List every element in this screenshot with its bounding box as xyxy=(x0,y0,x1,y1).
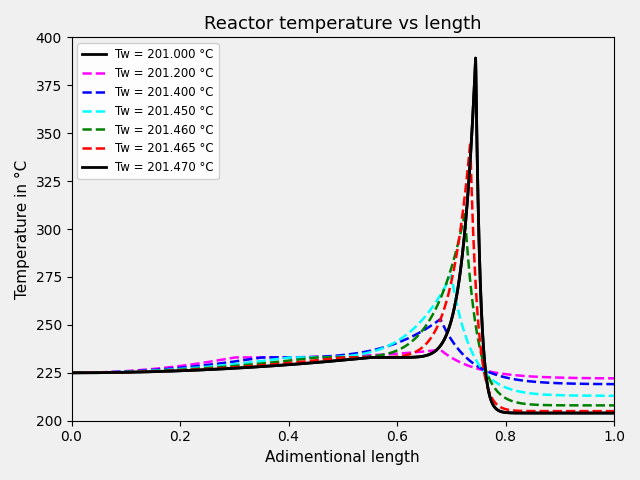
Tw = 201.470 °C xyxy=(610,410,618,416)
Tw = 201.400 °C xyxy=(95,370,103,375)
Line: Tw = 201.460 °C: Tw = 201.460 °C xyxy=(72,214,614,406)
Tw = 201.460 °C xyxy=(610,403,618,408)
Tw = 201.200 °C xyxy=(610,375,618,381)
Tw = 201.000 °C xyxy=(495,408,503,414)
Tw = 201.000 °C xyxy=(472,55,479,61)
Tw = 201.450 °C xyxy=(332,354,339,360)
Tw = 201.470 °C xyxy=(595,410,602,416)
Tw = 201.000 °C xyxy=(95,370,103,375)
Tw = 201.465 °C xyxy=(495,403,503,409)
Tw = 201.465 °C xyxy=(95,370,103,375)
Line: Tw = 201.000 °C: Tw = 201.000 °C xyxy=(72,58,614,413)
Tw = 201.470 °C xyxy=(332,358,339,364)
Tw = 201.400 °C xyxy=(495,373,503,379)
Legend: Tw = 201.000 °C, Tw = 201.200 °C, Tw = 201.400 °C, Tw = 201.450 °C, Tw = 201.460: Tw = 201.000 °C, Tw = 201.200 °C, Tw = 2… xyxy=(77,43,219,179)
Tw = 201.000 °C xyxy=(332,358,339,364)
Line: Tw = 201.465 °C: Tw = 201.465 °C xyxy=(72,144,614,411)
Tw = 201.470 °C xyxy=(595,410,602,416)
Tw = 201.470 °C xyxy=(95,370,103,375)
Tw = 201.470 °C xyxy=(472,55,479,61)
Tw = 201.450 °C xyxy=(317,354,324,360)
Tw = 201.200 °C xyxy=(332,354,339,360)
Line: Tw = 201.470 °C: Tw = 201.470 °C xyxy=(72,58,614,413)
Tw = 201.400 °C xyxy=(68,370,76,376)
Tw = 201.470 °C xyxy=(317,359,324,365)
Tw = 201.470 °C xyxy=(495,408,503,414)
Tw = 201.450 °C xyxy=(610,393,618,399)
Tw = 201.200 °C xyxy=(595,375,602,381)
Tw = 201.000 °C xyxy=(68,370,76,376)
Tw = 201.465 °C xyxy=(332,355,339,361)
Tw = 201.200 °C xyxy=(95,370,103,375)
Tw = 201.200 °C xyxy=(68,370,76,376)
Tw = 201.465 °C xyxy=(595,408,602,414)
Tw = 201.460 °C xyxy=(68,370,76,376)
Tw = 201.000 °C xyxy=(317,359,324,365)
Tw = 201.460 °C xyxy=(595,403,602,408)
Tw = 201.450 °C xyxy=(595,393,602,398)
Tw = 201.460 °C xyxy=(595,403,602,408)
Tw = 201.470 °C xyxy=(68,370,76,376)
Tw = 201.465 °C xyxy=(610,408,618,414)
Tw = 201.200 °C xyxy=(495,371,503,376)
Tw = 201.450 °C xyxy=(68,370,76,376)
Tw = 201.460 °C xyxy=(495,390,503,396)
Tw = 201.450 °C xyxy=(447,272,455,278)
Tw = 201.460 °C xyxy=(461,211,468,217)
Line: Tw = 201.450 °C: Tw = 201.450 °C xyxy=(72,275,614,396)
Tw = 201.400 °C xyxy=(332,353,339,359)
Tw = 201.450 °C xyxy=(495,381,503,387)
Tw = 201.200 °C xyxy=(317,354,324,360)
Tw = 201.400 °C xyxy=(610,381,618,387)
Tw = 201.465 °C xyxy=(68,370,76,376)
Tw = 201.450 °C xyxy=(595,393,602,398)
Tw = 201.465 °C xyxy=(317,357,324,363)
Tw = 201.200 °C xyxy=(436,347,444,353)
Tw = 201.450 °C xyxy=(95,370,103,375)
Tw = 201.000 °C xyxy=(595,410,602,416)
Tw = 201.400 °C xyxy=(317,354,324,360)
X-axis label: Adimentional length: Adimentional length xyxy=(266,450,420,465)
Tw = 201.400 °C xyxy=(436,316,444,322)
Tw = 201.465 °C xyxy=(595,408,602,414)
Tw = 201.460 °C xyxy=(95,370,103,375)
Line: Tw = 201.200 °C: Tw = 201.200 °C xyxy=(72,350,614,378)
Tw = 201.200 °C xyxy=(595,375,602,381)
Tw = 201.000 °C xyxy=(610,410,618,416)
Tw = 201.460 °C xyxy=(317,355,324,360)
Title: Reactor temperature vs length: Reactor temperature vs length xyxy=(204,15,481,33)
Tw = 201.460 °C xyxy=(332,355,339,360)
Tw = 201.400 °C xyxy=(595,381,602,387)
Y-axis label: Temperature in °C: Temperature in °C xyxy=(15,159,30,299)
Line: Tw = 201.400 °C: Tw = 201.400 °C xyxy=(72,319,614,384)
Tw = 201.000 °C xyxy=(595,410,602,416)
Tw = 201.465 °C xyxy=(467,141,474,146)
Tw = 201.400 °C xyxy=(595,381,602,387)
